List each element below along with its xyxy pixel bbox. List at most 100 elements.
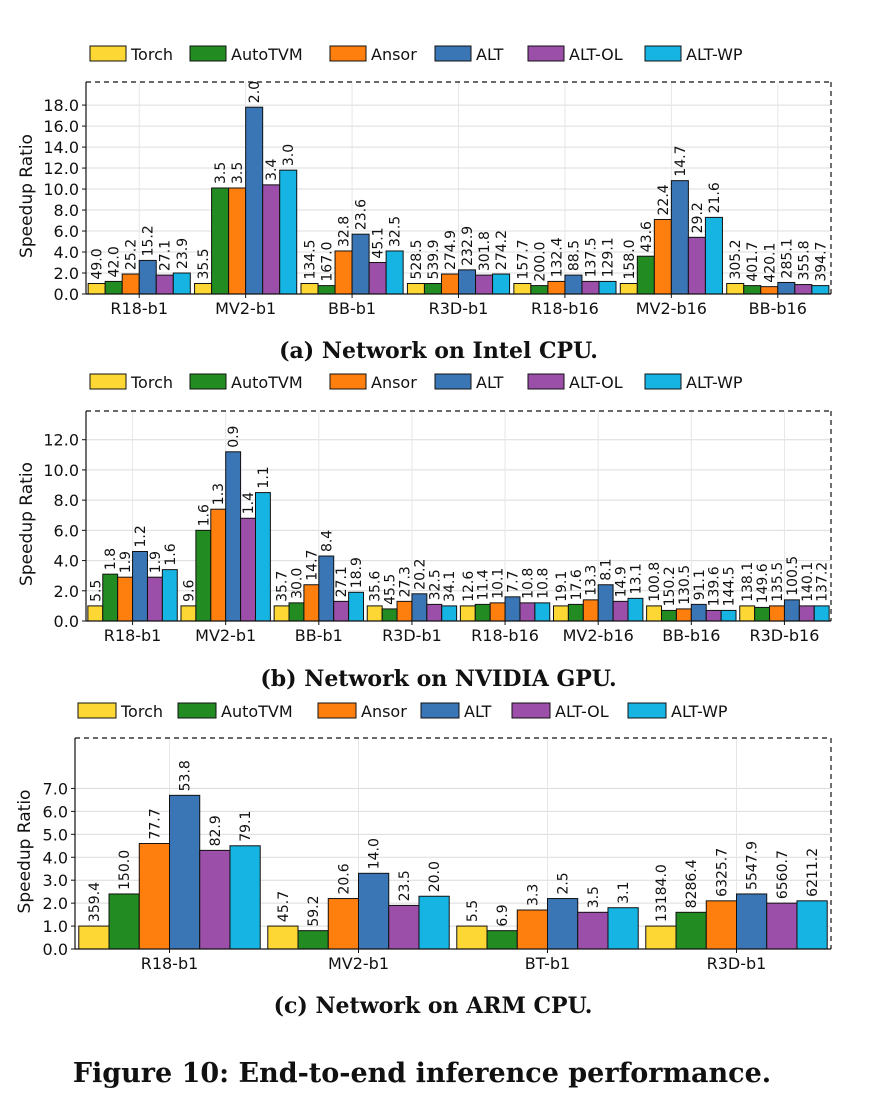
x-tick-label: BB-b16: [749, 299, 807, 318]
data-label: 18.9: [349, 557, 365, 588]
bar: [813, 605, 830, 622]
legend-label: Ansor: [371, 45, 417, 64]
data-label: 12.6: [461, 571, 477, 602]
data-label: 53.8: [178, 760, 194, 791]
x-tick-label: BT-b1: [525, 954, 570, 973]
bar: [441, 605, 458, 622]
bar: [146, 576, 163, 622]
x-tick-label: R3D-b16: [749, 626, 819, 645]
data-label: 21.6: [707, 182, 723, 213]
bar: [492, 273, 511, 295]
bar: [726, 283, 745, 295]
bar: [228, 187, 247, 295]
bar: [199, 849, 231, 950]
chart-panel-3: 359.4 150.0 77.7 53.8 82.9 79.1 R18-b1 45.7 59.2…: [15, 702, 832, 1019]
bar: [705, 900, 738, 950]
bar: [155, 274, 174, 295]
data-label: 7.7: [506, 571, 522, 593]
bar: [273, 605, 290, 622]
data-label: 29.2: [690, 202, 706, 233]
y-tick-label: 6.0: [54, 222, 79, 241]
bar: [675, 608, 692, 622]
y-tick-label: 0.0: [54, 285, 79, 304]
data-label: 19.1: [554, 571, 570, 602]
data-label: 3.3: [525, 884, 541, 906]
bar: [552, 605, 569, 622]
data-label: 1.9: [148, 551, 164, 573]
y-axis-label: Speedup Ratio: [15, 790, 35, 914]
data-label: 3.5: [230, 162, 246, 184]
data-label: 137.5: [583, 237, 599, 277]
legend-swatch: [77, 702, 117, 719]
data-label: 129.1: [601, 237, 617, 277]
panel-caption: (b) Network on NVIDIA GPU.: [260, 666, 616, 692]
data-label: 137.2: [815, 562, 831, 602]
bar: [411, 593, 428, 622]
bar: [619, 283, 638, 295]
x-tick-label: R18-b16: [531, 299, 599, 318]
x-tick-label: R3D-b1: [429, 299, 489, 318]
x-tick-label: R18-b1: [104, 626, 162, 645]
data-label: 13184.0: [654, 864, 670, 922]
data-label: 32.8: [337, 216, 353, 247]
data-label: 2.0: [247, 81, 263, 103]
data-label: 14.7: [304, 550, 320, 581]
y-tick-label: 3.0: [43, 871, 68, 890]
bar: [627, 597, 644, 622]
legend-label: Ansor: [371, 373, 417, 392]
legend-swatch: [527, 45, 565, 62]
x-tick-label: R18-b1: [141, 954, 199, 973]
legend-swatch: [189, 373, 227, 390]
bar: [161, 569, 178, 622]
data-label: 13.3: [584, 565, 600, 596]
data-label: 1.9: [118, 551, 134, 573]
bar: [348, 591, 365, 622]
legend-swatch: [511, 702, 551, 719]
bar: [567, 603, 584, 622]
data-label: 88.5: [566, 240, 582, 271]
data-label: 394.7: [813, 242, 829, 282]
data-label: 3.5: [586, 886, 602, 908]
data-label: 150.2: [662, 566, 678, 606]
data-label: 35.6: [368, 571, 384, 602]
data-label: 1.4: [241, 492, 257, 514]
bar: [440, 273, 460, 295]
x-tick-label: MV2-b1: [215, 299, 276, 318]
data-label: 3.1: [616, 881, 632, 903]
panel-caption: (a) Network on Intel CPU.: [279, 338, 598, 364]
legend-swatch: [317, 702, 357, 719]
data-label: 5547.9: [745, 841, 761, 890]
bar: [381, 608, 398, 622]
data-label: 23.5: [397, 870, 413, 901]
data-label: 135.5: [770, 562, 786, 602]
legend-label: Torch: [120, 702, 163, 721]
data-label: 6560.7: [775, 850, 791, 899]
bar: [743, 285, 762, 295]
y-tick-label: 6.0: [43, 802, 68, 821]
bar: [670, 180, 689, 295]
data-label: 10.8: [535, 568, 551, 599]
y-tick-label: 1.0: [43, 917, 68, 936]
data-label: 43.6: [639, 221, 655, 252]
data-label: 528.5: [409, 239, 425, 279]
data-label: 158.0: [622, 239, 638, 279]
data-label: 132.4: [549, 237, 565, 277]
data-label: 5.5: [465, 900, 481, 922]
y-tick-label: 8.0: [54, 491, 79, 510]
bar: [333, 600, 350, 622]
bar: [769, 605, 785, 622]
bar: [418, 895, 450, 950]
bar: [288, 602, 305, 622]
bar: [138, 843, 170, 950]
bar: [736, 893, 768, 950]
data-label: 274.9: [443, 230, 459, 270]
legend-swatch: [329, 373, 367, 390]
data-label: 27.3: [397, 566, 413, 597]
x-tick-label: R3D-b1: [707, 954, 767, 973]
legend-swatch: [627, 702, 667, 719]
bar: [547, 898, 579, 950]
y-tick-label: 7.0: [43, 779, 68, 798]
x-tick-label: R3D-b1: [382, 626, 442, 645]
bar: [766, 902, 798, 950]
y-tick-label: 10.0: [43, 180, 79, 199]
